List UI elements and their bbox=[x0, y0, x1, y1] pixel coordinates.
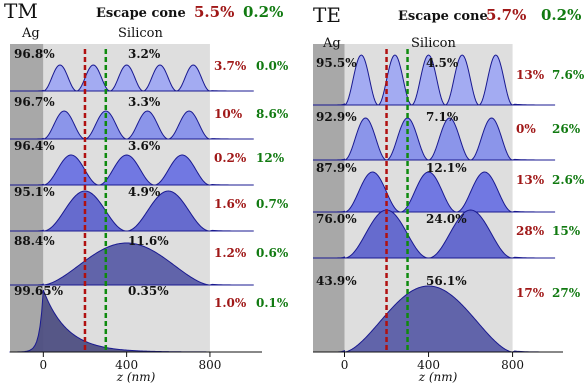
te-panel-title: TE bbox=[313, 3, 341, 27]
te-mode-5-red-pct: 17% bbox=[516, 286, 545, 300]
tm-mode-6-ag-pct: 99.65% bbox=[14, 284, 64, 298]
tm-mode-curve-3 bbox=[10, 154, 254, 186]
tm-mode-4-ag-pct: 95.1% bbox=[14, 185, 55, 199]
te-mode-3-red-pct: 13% bbox=[516, 173, 545, 187]
tm-ag-region bbox=[10, 44, 44, 352]
tm-mode-curve-1 bbox=[10, 64, 254, 92]
tm-x-tick-label-0: 0 bbox=[40, 358, 48, 372]
te-mode-curve-1 bbox=[313, 54, 556, 106]
te-mode-1-red-pct: 13% bbox=[516, 68, 545, 82]
te-mode-3-si-pct: 12.1% bbox=[426, 161, 467, 175]
te-mode-4-green-pct: 15% bbox=[552, 224, 581, 238]
tm-mode-3-green-pct: 12% bbox=[256, 151, 285, 165]
te-x-tick-label-400: 400 bbox=[417, 358, 440, 372]
te-mode-4-red-pct: 28% bbox=[516, 224, 545, 238]
te-escape-red-value: 5.7% bbox=[486, 6, 526, 24]
tm-mode-2-ag-pct: 96.7% bbox=[14, 95, 55, 109]
te-mode-5-ag-pct: 43.9% bbox=[316, 274, 357, 288]
te-mode-2-red-pct: 0% bbox=[516, 122, 536, 136]
tm-mode-2-red-pct: 10% bbox=[214, 107, 243, 121]
tm-mode-5-red-pct: 1.2% bbox=[214, 246, 247, 260]
te-ag-region bbox=[313, 44, 345, 352]
tm-panel-title: TM bbox=[4, 0, 38, 23]
tm-mode-4-red-pct: 1.6% bbox=[214, 197, 247, 211]
tm-mode-1-si-pct: 3.2% bbox=[128, 47, 161, 61]
te-escape-green-value: 0.2% bbox=[541, 6, 581, 24]
te-mode-2-green-pct: 26% bbox=[552, 122, 581, 136]
tm-mode-5-si-pct: 11.6% bbox=[128, 234, 169, 248]
tm-mode-6-red-pct: 1.0% bbox=[214, 296, 247, 310]
te-mode-curve-5 bbox=[313, 285, 556, 353]
tm-escape-red-value: 5.5% bbox=[194, 3, 234, 21]
te-mode-3-ag-pct: 87.9% bbox=[316, 161, 357, 175]
tm-mode-4-green-pct: 0.7% bbox=[256, 197, 289, 211]
tm-x-axis-label: z (nm) bbox=[116, 370, 156, 383]
tm-mode-4-si-pct: 4.9% bbox=[128, 185, 161, 199]
tm-ag-label: Ag bbox=[21, 26, 40, 41]
tm-mode-1-ag-pct: 96.8% bbox=[14, 47, 55, 61]
te-x-tick-label-800: 800 bbox=[501, 358, 524, 372]
tm-silicon-label: Silicon bbox=[118, 26, 163, 41]
tm-escape-cone-label: Escape cone bbox=[96, 6, 186, 21]
tm-mode-3-si-pct: 3.6% bbox=[128, 139, 161, 153]
te-mode-4-ag-pct: 76.0% bbox=[316, 212, 357, 226]
tm-mode-6-si-pct: 0.35% bbox=[128, 284, 169, 298]
te-mode-5-green-pct: 27% bbox=[552, 286, 581, 300]
te-x-axis-label: z (nm) bbox=[418, 370, 458, 383]
te-mode-5-si-pct: 56.1% bbox=[426, 274, 467, 288]
tm-mode-6-green-pct: 0.1% bbox=[256, 296, 289, 310]
tm-mode-2-green-pct: 8.6% bbox=[256, 107, 289, 121]
tm-x-tick-label-400: 400 bbox=[115, 358, 138, 372]
te-mode-1-green-pct: 7.6% bbox=[552, 68, 584, 82]
te-mode-curve-3 bbox=[313, 171, 556, 213]
tm-mode-3-ag-pct: 96.4% bbox=[14, 139, 55, 153]
te-mode-4-si-pct: 24.0% bbox=[426, 212, 467, 226]
te-mode-2-si-pct: 7.1% bbox=[426, 110, 459, 124]
tm-mode-3-red-pct: 0.2% bbox=[214, 151, 247, 165]
tm-mode-2-si-pct: 3.3% bbox=[128, 95, 161, 109]
te-ag-label: Ag bbox=[322, 36, 341, 51]
tm-mode-5-green-pct: 0.6% bbox=[256, 246, 289, 260]
te-mode-3-green-pct: 2.6% bbox=[552, 173, 584, 187]
tm-mode-5-ag-pct: 88.4% bbox=[14, 234, 55, 248]
te-silicon-label: Silicon bbox=[411, 36, 456, 51]
tm-silicon-region bbox=[43, 44, 210, 352]
te-mode-1-si-pct: 4.5% bbox=[426, 56, 459, 70]
tm-mode-1-red-pct: 3.7% bbox=[214, 59, 247, 73]
tm-x-tick-label-800: 800 bbox=[198, 358, 221, 372]
tm-mode-1-green-pct: 0.0% bbox=[256, 59, 289, 73]
te-mode-2-ag-pct: 92.9% bbox=[316, 110, 357, 124]
te-x-tick-label-0: 0 bbox=[341, 358, 349, 372]
te-escape-cone-label: Escape cone bbox=[398, 9, 488, 24]
tm-panel: TM Escape cone 5.5% 0.2% Ag Silicon 96.8% 3.2% 3… bbox=[4, 0, 289, 383]
tm-mode-curve-5 bbox=[10, 242, 254, 286]
tm-escape-green-value: 0.2% bbox=[243, 3, 283, 21]
te-mode-1-ag-pct: 95.5% bbox=[316, 56, 357, 70]
